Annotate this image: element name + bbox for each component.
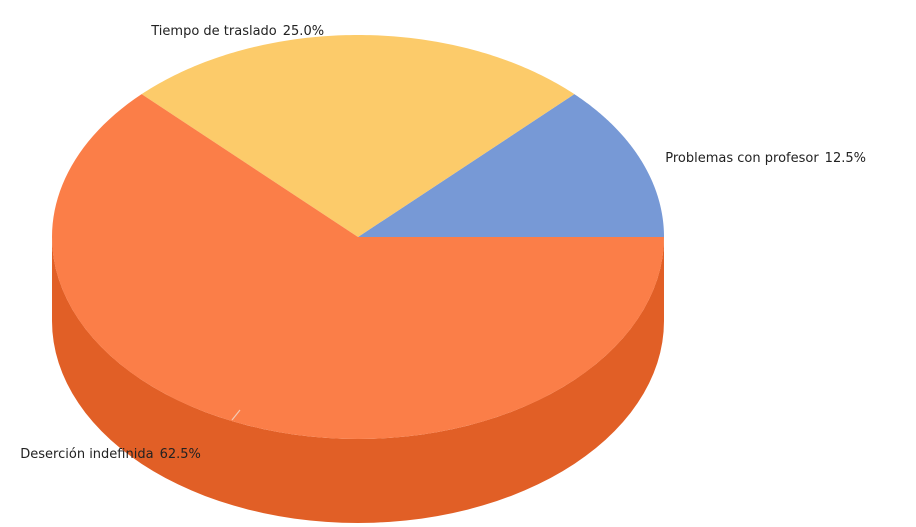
slice-name: Problemas con profesor <box>665 151 819 166</box>
slice-label-tiempo: Tiempo de traslado 25.0% <box>143 9 324 39</box>
slice-label-problemas: Problemas con profesor 12.5% <box>657 136 866 166</box>
slice-label-desercion: Deserción indefinida 62.5% <box>12 432 201 462</box>
slice-name: Tiempo de traslado <box>151 24 277 39</box>
pie-side-deserci-n-indefinida <box>52 237 664 523</box>
pie-slice-problemas-con-profesor <box>358 94 664 237</box>
slice-name: Deserción indefinida <box>20 447 154 462</box>
pie-sides <box>52 237 664 523</box>
leader-line <box>231 409 241 421</box>
slice-value: 25.0% <box>282 24 325 39</box>
pie-slice-deserci-n-indefinida <box>52 94 664 439</box>
slice-value: 62.5% <box>159 447 201 462</box>
pie-slice-tiempo-de-traslado <box>141 35 575 237</box>
pie-tops <box>52 35 664 439</box>
slice-value: 12.5% <box>824 151 866 166</box>
